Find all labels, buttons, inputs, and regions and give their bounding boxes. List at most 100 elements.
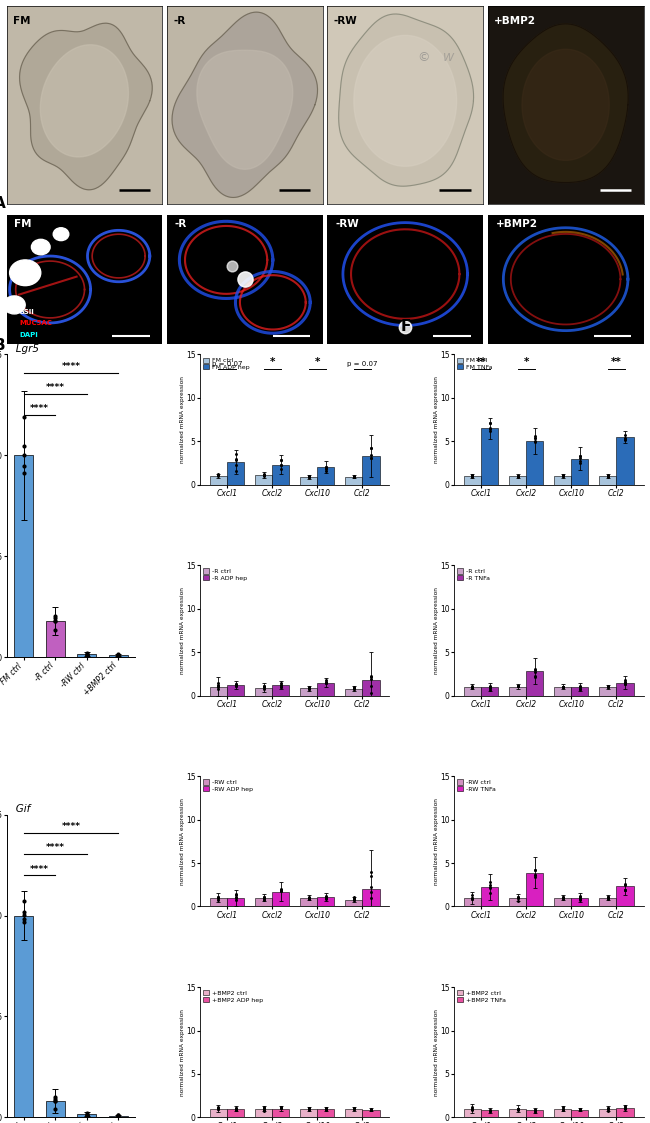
Point (258, 1102, 268, 1120)
Point (603, 677, 613, 695)
Point (603, 887, 613, 905)
Point (258, 1099, 268, 1117)
Bar (571, 897, 588, 906)
Point (530, 427, 540, 445)
Text: ****: **** (30, 865, 49, 874)
Point (512, 677, 523, 695)
Point (620, 430, 630, 448)
Bar (255, 475, 272, 485)
Bar (509, 687, 526, 695)
Point (530, 866, 540, 884)
Point (484, 1102, 495, 1120)
Point (81, 1106, 92, 1123)
Bar (481, 887, 498, 906)
Bar (526, 441, 543, 485)
Point (530, 860, 540, 878)
Text: p = 0.07: p = 0.07 (347, 360, 378, 366)
Point (276, 1098, 286, 1116)
Bar (616, 437, 634, 485)
Bar (363, 679, 380, 695)
Bar (272, 685, 289, 695)
Point (304, 681, 314, 699)
Text: FM: FM (14, 219, 32, 229)
Bar (317, 467, 334, 485)
Point (348, 1101, 359, 1119)
Point (603, 678, 613, 696)
Point (467, 891, 478, 909)
Point (19, 892, 29, 910)
Point (230, 450, 240, 468)
Y-axis label: normalized mRNA expression: normalized mRNA expression (179, 798, 185, 885)
Bar (300, 897, 317, 906)
Circle shape (3, 296, 25, 314)
Point (512, 467, 523, 485)
Bar (14, 455, 33, 657)
Point (230, 677, 240, 695)
Bar (210, 476, 227, 485)
Point (366, 862, 376, 880)
Point (603, 888, 613, 906)
Text: **: ** (476, 357, 486, 366)
Point (276, 880, 286, 898)
Legend: +BMP2 ctrl, +BMP2 ADP hep: +BMP2 ctrl, +BMP2 ADP hep (202, 989, 264, 1004)
Point (620, 1101, 630, 1119)
Point (230, 1101, 240, 1119)
Point (530, 668, 540, 686)
Point (603, 678, 613, 696)
Point (304, 678, 314, 696)
Point (530, 664, 540, 682)
Point (366, 670, 376, 688)
Point (50, 606, 60, 624)
Point (366, 878, 376, 896)
Polygon shape (197, 51, 292, 170)
Point (276, 456, 286, 474)
Point (558, 1101, 568, 1119)
Bar (255, 687, 272, 695)
Bar (464, 1108, 481, 1117)
Point (467, 466, 478, 484)
Point (484, 682, 495, 700)
Point (213, 678, 224, 696)
Point (113, 1108, 124, 1123)
Bar (77, 1114, 96, 1117)
Point (81, 647, 92, 665)
Point (304, 468, 314, 486)
Bar (210, 687, 227, 695)
Point (320, 674, 331, 692)
Point (276, 1099, 286, 1117)
Point (575, 1101, 585, 1119)
Point (512, 467, 523, 485)
Point (348, 891, 359, 909)
Point (530, 868, 540, 886)
Point (575, 886, 585, 904)
Y-axis label: normalized mRNA expression: normalized mRNA expression (434, 587, 439, 674)
Point (467, 466, 478, 484)
Point (620, 675, 630, 693)
Point (304, 468, 314, 486)
Text: FM: FM (13, 16, 31, 26)
Point (467, 678, 478, 696)
Point (81, 646, 92, 664)
Bar (345, 900, 363, 906)
Point (366, 449, 376, 467)
Point (366, 1101, 376, 1119)
Point (19, 408, 29, 426)
Point (620, 1099, 630, 1117)
Text: E: E (147, 319, 157, 334)
Bar (255, 1108, 272, 1117)
Point (348, 891, 359, 909)
Point (484, 677, 495, 695)
Point (603, 677, 613, 695)
Bar (227, 897, 244, 906)
Point (276, 676, 286, 694)
Point (575, 889, 585, 907)
Text: A: A (0, 195, 6, 211)
Point (575, 681, 585, 699)
Point (258, 888, 268, 906)
Point (512, 677, 523, 695)
Point (558, 466, 568, 484)
Point (213, 466, 224, 484)
Point (400, 318, 410, 336)
Bar (599, 687, 616, 695)
Point (467, 888, 478, 906)
